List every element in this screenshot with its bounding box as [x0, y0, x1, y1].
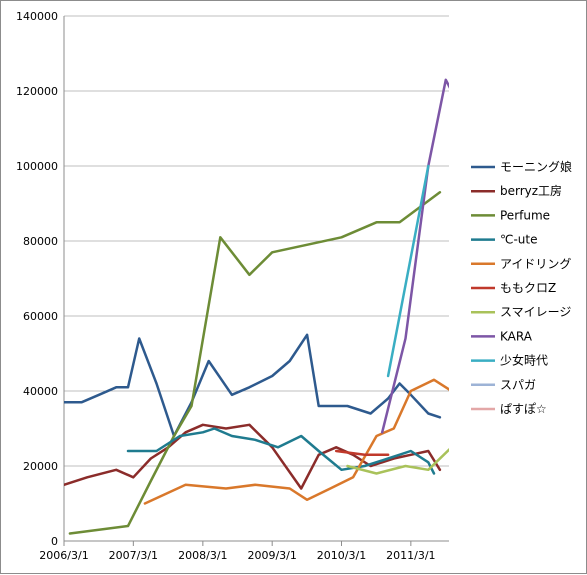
legend-label: ℃-ute — [500, 233, 538, 247]
series-line-8 — [380, 78, 449, 434]
legend-label: スマイレージ — [500, 305, 571, 319]
series-line-1 — [64, 333, 442, 438]
series-line-6 — [334, 449, 390, 457]
series-line-9 — [386, 164, 430, 378]
legend-label: アイドリング — [500, 257, 571, 271]
x-tick-label: 2008/3/1 — [178, 549, 227, 562]
legend-label: ぱすぽ☆ — [500, 402, 547, 416]
series-line-2 — [64, 423, 442, 490]
x-tick-labels: 2006/3/1 2007/3/1 2008/3/1 2009/3/1 2010/3/1… — [39, 549, 435, 562]
x-tick-label: 2006/3/1 — [39, 549, 88, 562]
legend-label: Perfume — [500, 208, 550, 222]
legend-label: ももクロZ — [500, 281, 556, 295]
y-tick-labels: 0 20000 40000 60000 80000 100000 120000 140000 — [16, 10, 58, 548]
series-line-3 — [68, 191, 442, 535]
y-tick-label: 60000 — [23, 310, 58, 323]
y-tick-label: 40000 — [23, 385, 58, 398]
y-tick-label: 0 — [51, 535, 58, 548]
y-tick-label: 20000 — [23, 460, 58, 473]
series-lines — [64, 78, 463, 535]
x-tick-label: 2010/3/1 — [317, 549, 366, 562]
series-line-7 — [346, 447, 449, 475]
axes — [63, 16, 449, 546]
x-tick-label: 2009/3/1 — [247, 549, 296, 562]
x-tick-label: 2011/3/1 — [386, 549, 435, 562]
legend-label: 少女時代 — [500, 353, 548, 368]
legend-label: スパガ — [500, 378, 536, 392]
y-tick-label: 80000 — [23, 235, 58, 248]
series-line-10 — [457, 459, 463, 489]
y-tick-label: 100000 — [16, 160, 58, 173]
legend-label: モーニング娘 — [500, 159, 572, 174]
y-tick-label: 140000 — [16, 10, 58, 23]
x-tick-label: 2007/3/1 — [109, 549, 158, 562]
y-tick-label: 120000 — [16, 85, 58, 98]
legend-label: KARA — [500, 329, 533, 343]
gridlines — [64, 15, 449, 467]
legend-label: berryz工房 — [500, 183, 562, 198]
series-line-5 — [143, 378, 449, 505]
series-line-11 — [457, 432, 463, 466]
series-line-4 — [126, 427, 436, 475]
